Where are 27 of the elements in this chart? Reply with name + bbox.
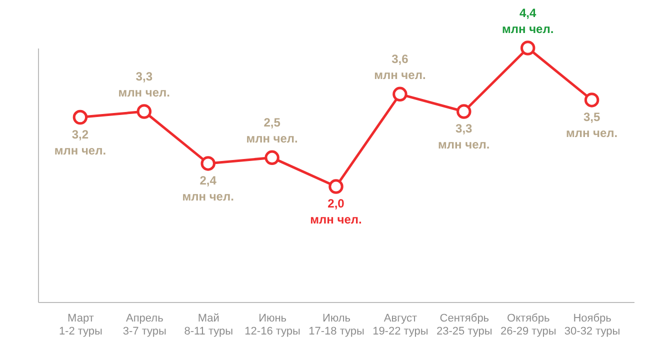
x-tick-label: Ноябрь 30-32 туры	[564, 312, 620, 338]
data-label: 2,0 млн чел.	[310, 196, 362, 227]
point	[72, 110, 88, 125]
data-label: 3,6 млн чел.	[374, 52, 426, 82]
point	[392, 86, 408, 102]
point	[264, 150, 280, 166]
x-tick-label: Май 8-11 туры	[184, 312, 234, 338]
point	[136, 104, 152, 119]
data-label: 3,3 млн чел.	[118, 70, 170, 100]
x-tick-label: Октябрь 26-29 туры	[500, 312, 556, 338]
point	[200, 156, 216, 171]
data-label: 2,5 млн чел.	[246, 116, 298, 146]
x-tick-label: Март 1-2 туры	[58, 312, 103, 338]
data-label: 4,4 млн чел.	[502, 6, 554, 36]
point	[520, 40, 536, 56]
x-tick-label: Сентябрь 23-25 туры	[436, 312, 492, 338]
point	[584, 92, 600, 108]
x-tick-label: Апрель 3-7 туры	[122, 312, 166, 338]
x-tick-label: Июнь 12-16 туры	[244, 312, 301, 338]
data-label: 2,4 млн чел.	[182, 173, 234, 204]
x-tick-label: Июль 17-18 туры	[308, 312, 364, 338]
point	[328, 179, 344, 194]
point	[456, 104, 472, 119]
data-label: 3,5 млн чел.	[566, 110, 618, 140]
x-tick-label: Август 19-22 туры	[372, 312, 428, 338]
data-label: 3,2 млн чел.	[54, 127, 106, 158]
data-label: 3,3 млн чел.	[438, 122, 490, 152]
